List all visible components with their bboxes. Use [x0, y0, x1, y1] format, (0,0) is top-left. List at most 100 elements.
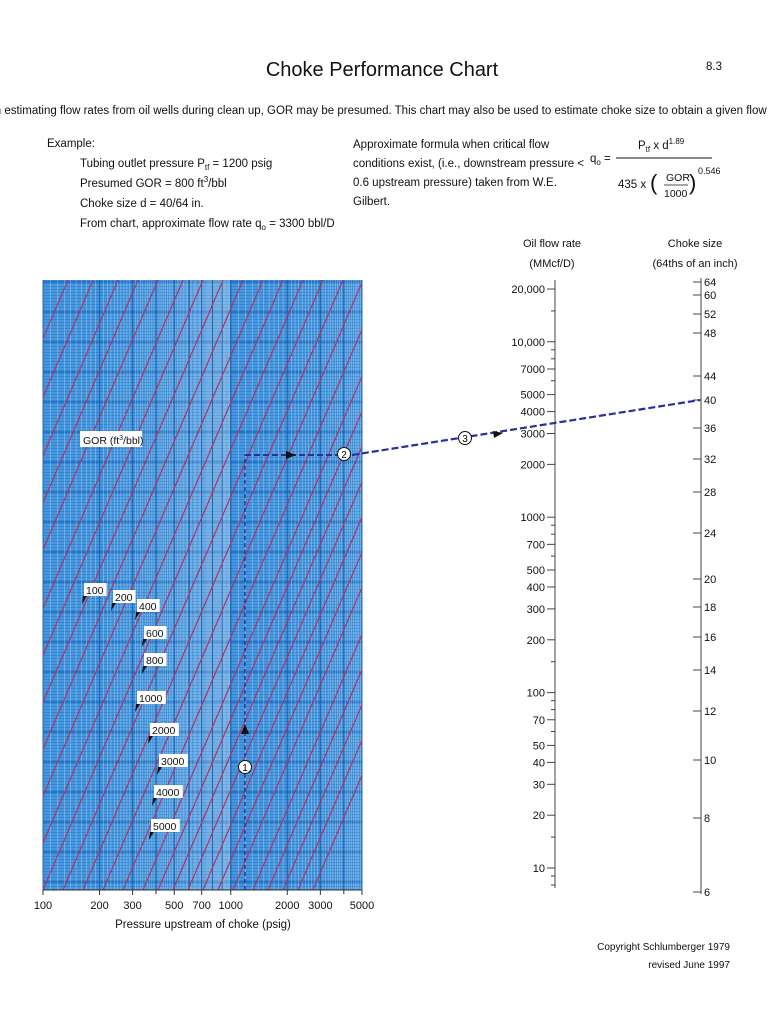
pointer-arrow-icon	[135, 704, 140, 712]
choke-tick-label: 52	[704, 309, 716, 321]
formula-gor: GOR	[666, 172, 690, 184]
formula-note-2: exist, (i.e., downstream pressure < 0.6 …	[353, 158, 585, 189]
intro-text: When estimating flow rates from oil well…	[0, 105, 768, 117]
gor-curve-label: 400	[135, 599, 160, 620]
gor-line	[102, 280, 362, 890]
gor-line	[142, 374, 362, 890]
gor-curve-label: 600	[142, 626, 167, 647]
oil-tick-label: 70	[533, 715, 545, 727]
gor-line	[297, 738, 362, 890]
gor-line	[43, 280, 44, 282]
x-tick-label: 100	[34, 900, 52, 912]
gor-line	[43, 280, 204, 657]
choke-tick-label: 40	[704, 395, 716, 407]
example-line-choke: Choke size d = 40/64 in.	[80, 198, 204, 210]
gor-line	[172, 445, 362, 890]
gor-line	[82, 280, 344, 890]
oil-tick-label: 5000	[521, 390, 545, 402]
gor-curve-label: 100	[82, 583, 107, 604]
gor-label-box	[80, 431, 142, 447]
gor-line	[43, 280, 264, 798]
gor-line	[282, 703, 362, 890]
oil-tick-label: 50	[533, 740, 545, 752]
gor-line	[43, 280, 284, 845]
oil-axis-title: Oil flow rate	[523, 238, 581, 250]
oil-tick-label: 300	[527, 604, 545, 616]
choke-tick-label: 60	[704, 290, 716, 302]
oil-tick-label: 4000	[521, 407, 545, 419]
choke-axis-unit: (64ths of an inch)	[653, 258, 738, 270]
x-tick-label: 200	[90, 900, 108, 912]
gor-line	[43, 280, 119, 458]
oil-tick-label: 10	[533, 863, 545, 875]
choke-tick-label: 64	[704, 277, 716, 289]
oil-tick-label: 7000	[521, 364, 545, 376]
pointer-arrow-icon	[149, 832, 154, 840]
choke-tick-label: 20	[704, 574, 716, 586]
oil-tick-label: 30	[533, 779, 545, 791]
pressure-gor-chart: 100 200 400 600 800 1000 2000 3000 4000 5000 GOR …	[0, 280, 374, 931]
oil-tick-label: 500	[527, 565, 545, 577]
example-line-flow: From chart, approximate flow rate qo = 3…	[80, 218, 335, 232]
svg-text:5000: 5000	[153, 821, 177, 833]
choke-tick-label: 8	[704, 813, 710, 825]
x-tick-label: 700	[192, 900, 210, 912]
choke-tick-label: 16	[704, 632, 716, 644]
choke-tick-label: 28	[704, 487, 716, 499]
svg-text:100: 100	[86, 585, 104, 597]
svg-text:2: 2	[341, 450, 347, 461]
gor-line	[187, 480, 362, 890]
gor-line	[0, 280, 13, 890]
oil-tick-label: 100	[527, 688, 545, 700]
gor-line	[43, 280, 159, 552]
choke-tick-label: 14	[704, 665, 716, 677]
x-tick-label: 1000	[219, 900, 243, 912]
formula-1000: 1000	[664, 188, 688, 200]
gor-curve-label: 5000	[149, 819, 180, 840]
gor-line	[62, 280, 324, 890]
pointer-arrow-icon	[148, 736, 153, 744]
gor-curve-label: 2000	[148, 723, 179, 744]
oil-tick-label: 20	[533, 810, 545, 822]
pointer-arrow-icon	[135, 612, 140, 620]
svg-text:400: 400	[139, 601, 157, 613]
oil-tick-label: 1000	[521, 512, 545, 524]
svg-text:2000: 2000	[152, 725, 176, 737]
gor-line	[157, 409, 362, 890]
step-marker-3: 3	[458, 431, 472, 445]
right-paren: )	[689, 170, 696, 195]
revised-text: revised June 1997	[648, 960, 730, 971]
gor-line	[43, 280, 304, 890]
gor-line	[312, 773, 362, 890]
gor-line	[202, 515, 362, 890]
gor-curve-label: 4000	[152, 785, 183, 806]
formula-note-3: pressure) taken from W.E. Gilbert.	[353, 177, 557, 208]
svg-text:1000: 1000	[139, 693, 163, 705]
step-marker-1: 1	[238, 760, 252, 774]
choke-tick-label: 12	[704, 706, 716, 718]
choke-tick-label: 6	[704, 887, 710, 899]
arrow-right-icon	[286, 451, 296, 459]
gor-curve-label: 3000	[157, 754, 188, 775]
pointer-arrow-icon	[142, 639, 147, 647]
arrow-up-icon	[241, 724, 249, 734]
pointer-arrow-icon	[152, 798, 157, 806]
x-tick-label: 2000	[275, 900, 299, 912]
example-heading: Example:	[47, 138, 95, 150]
choke-axis-title: Choke size	[668, 238, 722, 250]
choke-tick-label: 36	[704, 423, 716, 435]
example-line-gor: Presumed GOR = 800 ft3/bbl	[80, 175, 227, 190]
x-tick-label: 3000	[308, 900, 332, 912]
gor-curve-labels: 100 200 400 600 800 1000 2000 3000 4000 5000	[82, 583, 188, 840]
choke-tick-label: 32	[704, 454, 716, 466]
formula-denominator-coef: 435 x	[618, 179, 646, 191]
gor-line	[43, 280, 244, 751]
x-tick-label: 300	[123, 900, 141, 912]
oil-tick-label: 700	[527, 539, 545, 551]
x-tick-label: 500	[165, 900, 183, 912]
choke-tick-label: 44	[704, 371, 716, 383]
gor-axis-label: GOR (ft3/bbl)	[83, 435, 144, 447]
pointer-arrow-icon	[111, 603, 116, 611]
svg-text:3000: 3000	[161, 756, 185, 768]
